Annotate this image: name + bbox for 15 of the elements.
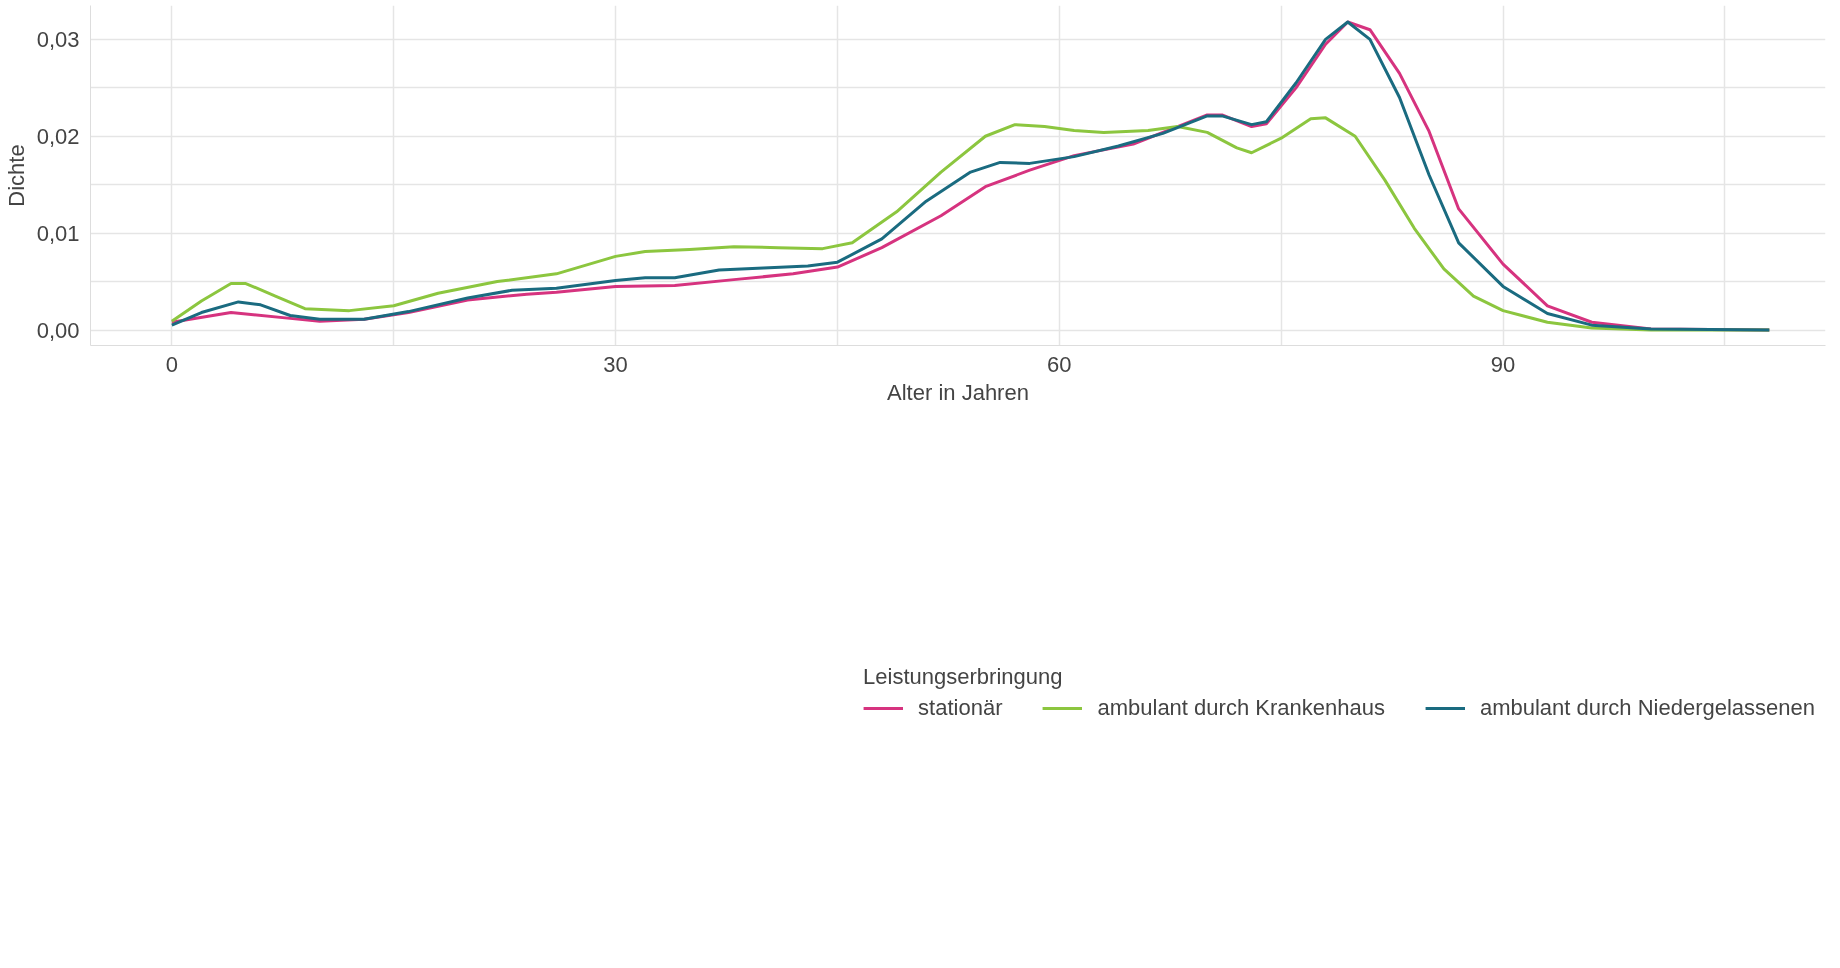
legend-label: stationär: [918, 695, 1003, 721]
x-tick-label: 0: [165, 351, 178, 377]
y-tick-label: 0,02: [36, 123, 80, 149]
x-axis-title: Alter in Jahren: [887, 379, 1029, 405]
x-tick-label: 30: [603, 351, 628, 377]
y-tick-label: 0,00: [36, 317, 80, 343]
y-tick-label: 0,01: [36, 220, 80, 246]
legend-label: ambulant durch Krankenhaus: [1097, 695, 1385, 721]
legend-title: Leistungserbringung: [863, 664, 1064, 690]
y-axis-title: Dichte: [3, 144, 29, 207]
line-series: [170, 116, 1771, 332]
legend-label: ambulant durch Niedergelassenen: [1479, 695, 1815, 721]
x-tick-label: 90: [1490, 351, 1516, 377]
x-tick-label: 60: [1047, 351, 1072, 377]
y-tick-label: 0,03: [36, 26, 80, 52]
